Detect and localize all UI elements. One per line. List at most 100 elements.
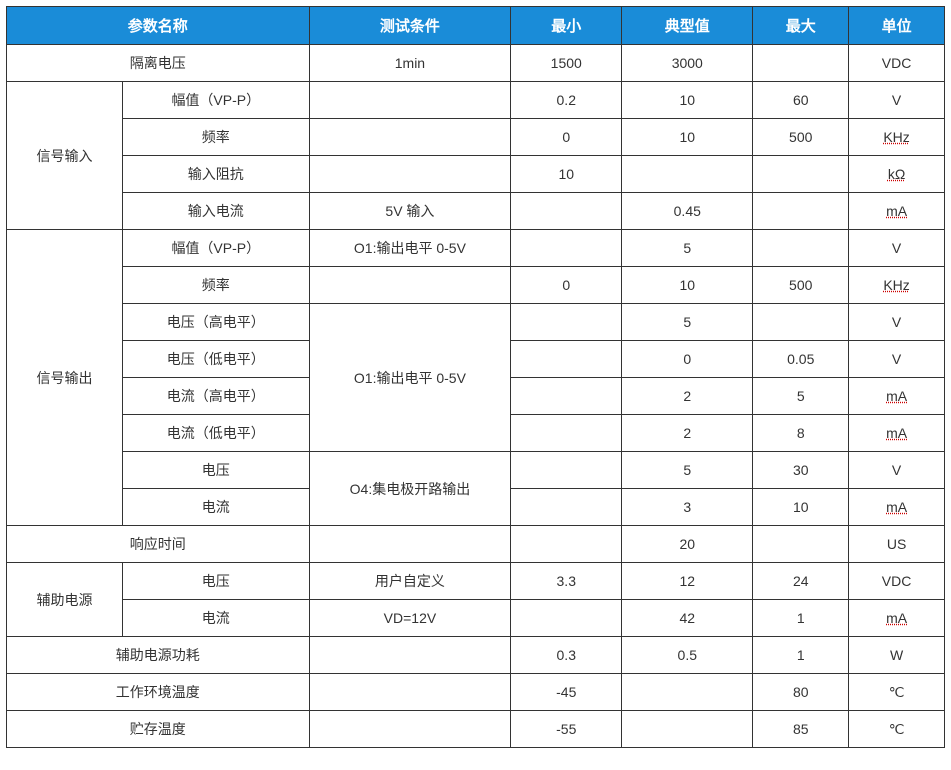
- unit-cell: VDC: [849, 563, 945, 600]
- sub-cell: 幅值（VP-P）: [122, 230, 309, 267]
- sub-cell: 电流（高电平）: [122, 378, 309, 415]
- unit-cell: mA: [849, 489, 945, 526]
- header-row: 参数名称 测试条件 最小 典型值 最大 单位: [7, 7, 945, 45]
- unit-cell: US: [849, 526, 945, 563]
- sub-cell: 频率: [122, 267, 309, 304]
- min-cell: [511, 230, 622, 267]
- max-cell: 5: [753, 378, 849, 415]
- sub-cell: 电流（低电平）: [122, 415, 309, 452]
- table-row: 辅助电源 电压 用户自定义 3.3 12 24 VDC: [7, 563, 945, 600]
- typ-cell: 12: [622, 563, 753, 600]
- typ-cell: 5: [622, 452, 753, 489]
- typ-cell: 0: [622, 341, 753, 378]
- typ-cell: 3: [622, 489, 753, 526]
- min-cell: [511, 489, 622, 526]
- cond-cell: [309, 156, 511, 193]
- sub-cell: 幅值（VP-P）: [122, 82, 309, 119]
- unit-cell: VDC: [849, 45, 945, 82]
- unit-cell: V: [849, 341, 945, 378]
- typ-cell: 10: [622, 82, 753, 119]
- param-cell: 辅助电源功耗: [7, 637, 310, 674]
- min-cell: [511, 600, 622, 637]
- min-cell: 0: [511, 119, 622, 156]
- cond-cell: [309, 82, 511, 119]
- table-row: 辅助电源功耗 0.3 0.5 1 W: [7, 637, 945, 674]
- max-cell: [753, 230, 849, 267]
- max-cell: 60: [753, 82, 849, 119]
- cond-cell: VD=12V: [309, 600, 511, 637]
- unit-cell: ℃: [849, 711, 945, 748]
- min-cell: 10: [511, 156, 622, 193]
- cond-cell: O1:输出电平 0-5V: [309, 230, 511, 267]
- max-cell: 85: [753, 711, 849, 748]
- unit-cell: ℃: [849, 674, 945, 711]
- min-cell: 3.3: [511, 563, 622, 600]
- unit-cell: V: [849, 230, 945, 267]
- sub-cell: 电压: [122, 563, 309, 600]
- min-cell: [511, 378, 622, 415]
- cond-cell: [309, 119, 511, 156]
- spec-table: 参数名称 测试条件 最小 典型值 最大 单位 隔离电压 1min 1500 30…: [6, 6, 945, 748]
- sub-cell: 输入阻抗: [122, 156, 309, 193]
- unit-cell: kΩ: [849, 156, 945, 193]
- min-cell: 0.2: [511, 82, 622, 119]
- max-cell: [753, 193, 849, 230]
- typ-cell: 2: [622, 378, 753, 415]
- min-cell: -45: [511, 674, 622, 711]
- min-cell: [511, 415, 622, 452]
- typ-cell: 20: [622, 526, 753, 563]
- unit-cell: W: [849, 637, 945, 674]
- param-cell: 响应时间: [7, 526, 310, 563]
- table-row: 电流 VD=12V 42 1 mA: [7, 600, 945, 637]
- group-cell: 信号输出: [7, 230, 123, 526]
- min-cell: [511, 452, 622, 489]
- unit-cell: V: [849, 304, 945, 341]
- cond-cell: O4:集电极开路输出: [309, 452, 511, 526]
- max-cell: 500: [753, 119, 849, 156]
- max-cell: 1: [753, 600, 849, 637]
- unit-cell: mA: [849, 378, 945, 415]
- header-param: 参数名称: [7, 7, 310, 45]
- typ-cell: 5: [622, 304, 753, 341]
- param-cell: 隔离电压: [7, 45, 310, 82]
- max-cell: 8: [753, 415, 849, 452]
- unit-cell: KHz: [849, 119, 945, 156]
- sub-cell: 电压（高电平）: [122, 304, 309, 341]
- max-cell: 80: [753, 674, 849, 711]
- cond-cell: [309, 267, 511, 304]
- sub-cell: 电流: [122, 600, 309, 637]
- cond-cell: 用户自定义: [309, 563, 511, 600]
- cond-cell: 5V 输入: [309, 193, 511, 230]
- table-row: 输入阻抗 10 kΩ: [7, 156, 945, 193]
- min-cell: [511, 304, 622, 341]
- sub-cell: 输入电流: [122, 193, 309, 230]
- max-cell: 24: [753, 563, 849, 600]
- max-cell: [753, 304, 849, 341]
- min-cell: -55: [511, 711, 622, 748]
- sub-cell: 电流: [122, 489, 309, 526]
- sub-cell: 电压: [122, 452, 309, 489]
- cond-cell: O1:输出电平 0-5V: [309, 304, 511, 452]
- unit-cell: V: [849, 82, 945, 119]
- table-body: 隔离电压 1min 1500 3000 VDC 信号输入 幅值（VP-P） 0.…: [7, 45, 945, 748]
- typ-cell: [622, 156, 753, 193]
- table-row: 电压（高电平） O1:输出电平 0-5V 5 V: [7, 304, 945, 341]
- typ-cell: 42: [622, 600, 753, 637]
- max-cell: 10: [753, 489, 849, 526]
- typ-cell: 5: [622, 230, 753, 267]
- header-max: 最大: [753, 7, 849, 45]
- group-cell: 信号输入: [7, 82, 123, 230]
- typ-cell: 3000: [622, 45, 753, 82]
- table-row: 信号输出 幅值（VP-P） O1:输出电平 0-5V 5 V: [7, 230, 945, 267]
- header-min: 最小: [511, 7, 622, 45]
- min-cell: [511, 526, 622, 563]
- param-cell: 工作环境温度: [7, 674, 310, 711]
- unit-cell: mA: [849, 600, 945, 637]
- sub-cell: 频率: [122, 119, 309, 156]
- typ-cell: 2: [622, 415, 753, 452]
- max-cell: [753, 526, 849, 563]
- min-cell: [511, 341, 622, 378]
- table-row: 频率 0 10 500 KHz: [7, 267, 945, 304]
- header-cond: 测试条件: [309, 7, 511, 45]
- max-cell: [753, 45, 849, 82]
